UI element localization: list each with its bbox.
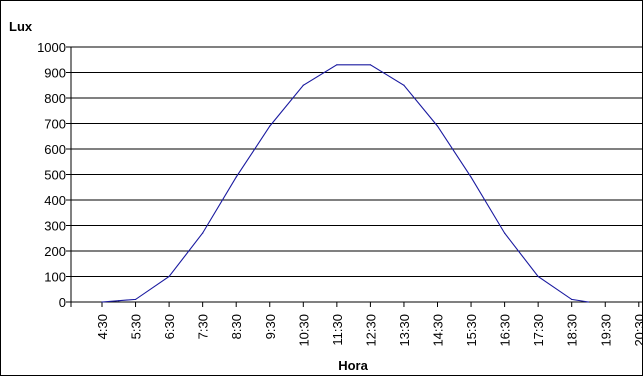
- y-tick-label: 500: [44, 168, 66, 183]
- data-point: [571, 298, 573, 301]
- x-tick-label: 6:30: [162, 314, 177, 339]
- x-tick-label: 18:30: [565, 314, 580, 347]
- x-tick-label: 13:30: [397, 314, 412, 347]
- data-point: [118, 300, 120, 302]
- series-layer: [101, 64, 590, 303]
- data-point: [168, 275, 170, 278]
- data-point: [369, 64, 371, 66]
- data-point: [302, 84, 304, 86]
- y-tick-label: 900: [44, 66, 66, 81]
- y-tick-labels: 0 100 200 300 400 500 600 700 800 900 1000: [37, 40, 66, 310]
- x-tick-label: 14:30: [431, 314, 446, 347]
- y-tick-label: 1000: [37, 40, 66, 55]
- x-tick-label: 19:30: [598, 314, 613, 347]
- grid-lines: [66, 46, 642, 307]
- x-tick-label: 20:30: [632, 314, 642, 347]
- x-tick-label: 15:30: [464, 314, 479, 347]
- x-tick-label: 12:30: [363, 314, 378, 347]
- x-tick-label: 7:30: [196, 314, 211, 339]
- x-tick-label: 8:30: [229, 314, 244, 339]
- data-point: [336, 64, 338, 66]
- data-point: [504, 232, 506, 234]
- data-point: [537, 275, 539, 278]
- data-point: [235, 176, 237, 178]
- x-axis-title: Hora: [338, 358, 368, 373]
- data-point: [134, 298, 137, 301]
- y-axis-title: Lux: [9, 19, 33, 34]
- x-tick-label: 11:30: [330, 314, 345, 346]
- y-tick-label: 200: [44, 244, 66, 259]
- data-point: [269, 125, 271, 127]
- y-tick-label: 100: [44, 270, 66, 285]
- y-tick-label: 600: [44, 142, 66, 157]
- x-tick-label: 4:30: [95, 314, 110, 339]
- y-tick-label: 800: [44, 91, 66, 106]
- x-tick-label: 16:30: [498, 314, 513, 347]
- x-tick-label: 5:30: [129, 314, 144, 339]
- data-point: [436, 125, 439, 127]
- y-tick-label: 0: [59, 295, 66, 310]
- y-tick-label: 400: [44, 193, 66, 208]
- data-point: [587, 301, 590, 303]
- y-tick-label: 700: [44, 117, 66, 132]
- data-point: [470, 176, 472, 178]
- x-tick-labels: 4:30 5:30 6:30 7:30 8:30 9:30 10:30 11:30 12:30 1…: [95, 314, 642, 347]
- data-point: [101, 301, 103, 303]
- x-tick-label: 10:30: [296, 314, 311, 347]
- data-point: [202, 232, 204, 234]
- y-tick-label: 300: [44, 219, 66, 234]
- x-tick-label: 9:30: [263, 314, 278, 339]
- x-tick-label: 17:30: [531, 314, 546, 347]
- data-point: [403, 84, 405, 86]
- series-line: [101, 64, 589, 303]
